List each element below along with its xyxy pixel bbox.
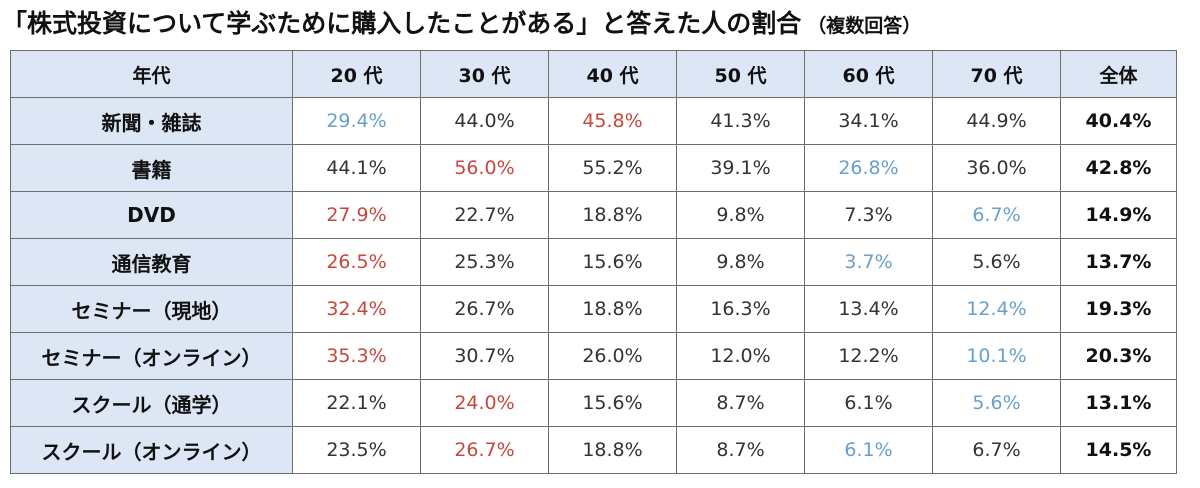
row-label: DVD xyxy=(10,191,293,239)
cell-total: 40.4% xyxy=(1060,97,1177,145)
cell-60s: 12.2% xyxy=(804,332,933,380)
row-label: セミナー（現地） xyxy=(10,285,293,333)
cell-20s: 29.4% xyxy=(292,97,421,145)
cell-60s: 13.4% xyxy=(804,285,933,333)
cell-30s: 24.0% xyxy=(420,379,549,427)
table-row: 通信教育 26.5% 25.3% 15.6% 9.8% 3.7% 5.6% 13.7% xyxy=(10,238,1177,286)
header-age-group: 年代 xyxy=(10,50,293,98)
row-label: スクール（オンライン） xyxy=(10,426,293,474)
cell-60s: 6.1% xyxy=(804,426,933,474)
cell-40s: 55.2% xyxy=(548,144,677,192)
cell-total: 42.8% xyxy=(1060,144,1177,192)
cell-30s: 30.7% xyxy=(420,332,549,380)
cell-total: 13.1% xyxy=(1060,379,1177,427)
table-row: スクール（オンライン） 23.5% 26.7% 18.8% 8.7% 6.1% 6.7% 14… xyxy=(10,426,1177,474)
cell-70s: 36.0% xyxy=(932,144,1061,192)
cell-70s: 6.7% xyxy=(932,426,1061,474)
table-body: 新聞・雑誌 29.4% 44.0% 45.8% 41.3% 34.1% 44.9% 40.4%… xyxy=(10,97,1177,474)
header-total: 全体 xyxy=(1060,50,1177,98)
table-row: 新聞・雑誌 29.4% 44.0% 45.8% 41.3% 34.1% 44.9% 40.4% xyxy=(10,97,1177,145)
header-20s: 20 代 xyxy=(292,50,421,98)
cell-50s: 16.3% xyxy=(676,285,805,333)
cell-50s: 9.8% xyxy=(676,191,805,239)
cell-50s: 41.3% xyxy=(676,97,805,145)
cell-50s: 12.0% xyxy=(676,332,805,380)
cell-total: 20.3% xyxy=(1060,332,1177,380)
table-row: スクール（通学） 22.1% 24.0% 15.6% 8.7% 6.1% 5.6% 13.1% xyxy=(10,379,1177,427)
cell-total: 19.3% xyxy=(1060,285,1177,333)
row-label: 書籍 xyxy=(10,144,293,192)
cell-40s: 18.8% xyxy=(548,285,677,333)
cell-20s: 35.3% xyxy=(292,332,421,380)
cell-50s: 8.7% xyxy=(676,379,805,427)
cell-70s: 44.9% xyxy=(932,97,1061,145)
cell-70s: 6.7% xyxy=(932,191,1061,239)
cell-20s: 22.1% xyxy=(292,379,421,427)
cell-40s: 18.8% xyxy=(548,426,677,474)
cell-60s: 7.3% xyxy=(804,191,933,239)
table-row: DVD 27.9% 22.7% 18.8% 9.8% 7.3% 6.7% 14.9% xyxy=(10,191,1177,239)
cell-30s: 56.0% xyxy=(420,144,549,192)
cell-70s: 5.6% xyxy=(932,238,1061,286)
cell-40s: 18.8% xyxy=(548,191,677,239)
table-row: セミナー（オンライン） 35.3% 30.7% 26.0% 12.0% 12.2% 10.1… xyxy=(10,332,1177,380)
cell-total: 14.9% xyxy=(1060,191,1177,239)
cell-40s: 45.8% xyxy=(548,97,677,145)
cell-20s: 44.1% xyxy=(292,144,421,192)
cell-40s: 15.6% xyxy=(548,379,677,427)
cell-40s: 26.0% xyxy=(548,332,677,380)
title-main: 「株式投資について学ぶために購入したことがある」と答えた人の割合 xyxy=(2,9,802,38)
page-title: 「株式投資について学ぶために購入したことがある」と答えた人の割合 （複数回答） xyxy=(2,6,921,42)
header-50s: 50 代 xyxy=(676,50,805,98)
cell-20s: 23.5% xyxy=(292,426,421,474)
cell-60s: 26.8% xyxy=(804,144,933,192)
header-30s: 30 代 xyxy=(420,50,549,98)
cell-30s: 26.7% xyxy=(420,285,549,333)
cell-50s: 9.8% xyxy=(676,238,805,286)
cell-total: 13.7% xyxy=(1060,238,1177,286)
cell-50s: 8.7% xyxy=(676,426,805,474)
header-40s: 40 代 xyxy=(548,50,677,98)
cell-60s: 34.1% xyxy=(804,97,933,145)
row-label: 通信教育 xyxy=(10,238,293,286)
cell-20s: 27.9% xyxy=(292,191,421,239)
cell-60s: 3.7% xyxy=(804,238,933,286)
header-60s: 60 代 xyxy=(804,50,933,98)
cell-40s: 15.6% xyxy=(548,238,677,286)
table-row: セミナー（現地） 32.4% 26.7% 18.8% 16.3% 13.4% 12.4% 19… xyxy=(10,285,1177,333)
table-header-row: 年代 20 代 30 代 40 代 50 代 60 代 70 代 全体 xyxy=(10,50,1177,98)
survey-table: 年代 20 代 30 代 40 代 50 代 60 代 70 代 全体 新聞・雑… xyxy=(10,50,1177,474)
cell-50s: 39.1% xyxy=(676,144,805,192)
table-row: 書籍 44.1% 56.0% 55.2% 39.1% 26.8% 36.0% 42.8% xyxy=(10,144,1177,192)
cell-60s: 6.1% xyxy=(804,379,933,427)
cell-30s: 22.7% xyxy=(420,191,549,239)
cell-70s: 5.6% xyxy=(932,379,1061,427)
cell-20s: 32.4% xyxy=(292,285,421,333)
row-label: セミナー（オンライン） xyxy=(10,332,293,380)
row-label: 新聞・雑誌 xyxy=(10,97,293,145)
cell-20s: 26.5% xyxy=(292,238,421,286)
title-subtitle: （複数回答） xyxy=(807,15,922,37)
cell-30s: 25.3% xyxy=(420,238,549,286)
cell-total: 14.5% xyxy=(1060,426,1177,474)
cell-30s: 44.0% xyxy=(420,97,549,145)
cell-70s: 10.1% xyxy=(932,332,1061,380)
header-70s: 70 代 xyxy=(932,50,1061,98)
cell-70s: 12.4% xyxy=(932,285,1061,333)
cell-30s: 26.7% xyxy=(420,426,549,474)
row-label: スクール（通学） xyxy=(10,379,293,427)
